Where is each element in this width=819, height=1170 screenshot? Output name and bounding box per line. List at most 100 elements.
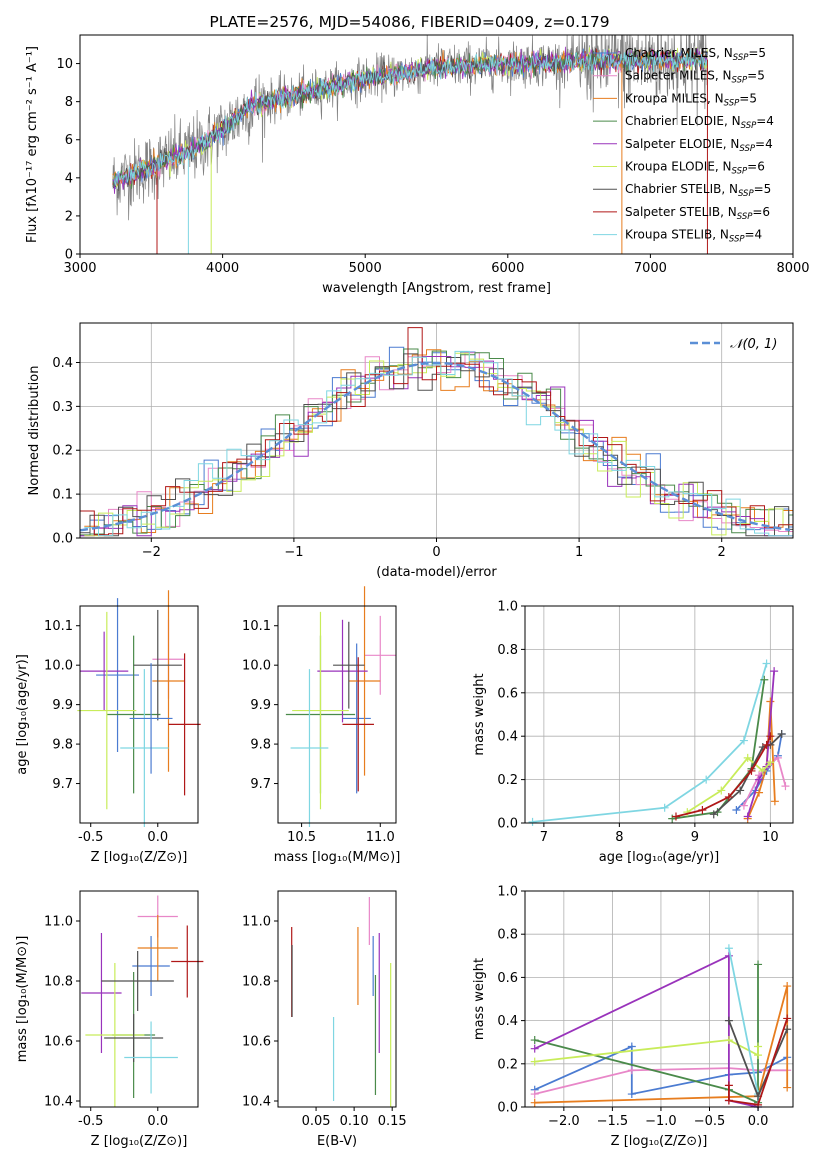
series-line [675, 735, 772, 818]
series-marker [627, 1042, 636, 1051]
x-axis-label: Z [log₁₀(Z/Z⊙)] [91, 850, 188, 865]
series-salpeter_stelib [671, 732, 775, 821]
x-tick-label: 10.5 [287, 830, 316, 845]
series-line [728, 1018, 789, 1106]
normal-curve [79, 361, 791, 532]
axes-spectrum: 3000 4000 5000 6000 7000 8000 0 2 4 6 8 10 wavelengt… [25, 34, 810, 296]
x-axis-label: Z [log₁₀(Z/Z⊙)] [91, 1134, 188, 1149]
series-marker [530, 1036, 539, 1045]
y-axis-label: Flux [fλ10⁻¹⁷ erg cm⁻² s⁻¹ A⁻¹] [25, 46, 40, 243]
x-axis-label: (data-model)/error [376, 565, 497, 580]
y-axis-label: mass [log₁₀(M/M⊙)] [15, 936, 30, 1063]
series-marker [530, 1098, 539, 1107]
series-marker [781, 782, 790, 791]
plot-frame [277, 890, 397, 1108]
series-marker [770, 667, 779, 676]
legend-label: Salpeter STELIB, NSSP=6 [625, 205, 770, 222]
x-tick-label: 8000 [776, 261, 809, 276]
x-tick-label: 9 [691, 830, 699, 845]
axes-age-vs-mass: 10.5 11.0 9.7 9.8 9.9 10.0 10.1 mass [log₁₀(M/M… [242, 586, 400, 865]
legend-label: Chabrier STELIB, NSSP=5 [625, 182, 771, 199]
x-tick-label: 0.05 [302, 1114, 331, 1129]
series-marker [783, 1083, 792, 1092]
series-marker [668, 814, 677, 823]
x-tick-label: 8 [615, 830, 623, 845]
y-tick-label: 10.4 [242, 1095, 271, 1110]
series-marker [724, 1036, 733, 1045]
errorbar-point [290, 669, 329, 827]
errorbar-point [342, 643, 371, 794]
x-axis-label: E(B-V) [317, 1134, 357, 1149]
legend-label: 𝒩(0, 1) [730, 337, 777, 352]
x-tick-label: 11.0 [366, 830, 395, 845]
errorbar-point [124, 1021, 178, 1094]
x-axis-label: wavelength [Angstrom, rest frame] [322, 281, 551, 296]
x-tick-label: -0.5 [78, 830, 103, 845]
spectrum-lines [112, 35, 708, 254]
x-tick-label: 1 [575, 545, 583, 560]
y-tick-label: 1.0 [497, 885, 518, 900]
y-tick-label: 0.4 [497, 1014, 518, 1029]
x-tick-label: 0.0 [147, 830, 168, 845]
y-tick-label: 0.6 [497, 686, 518, 701]
y-tick-label: 9.7 [250, 777, 271, 792]
errorbar-point [364, 615, 396, 695]
x-axis-label: Z [log₁₀(Z/Z⊙)] [611, 1134, 708, 1149]
y-tick-label: 0.4 [52, 356, 73, 371]
series-marker [760, 675, 769, 684]
y-tick-label: 2 [65, 209, 73, 224]
x-axis-label: mass [log₁₀(M/M⊙)] [274, 850, 401, 865]
series-marker [783, 982, 792, 991]
axes-mass-weight-vs-Z: −2.0 −1.5 −1.0 −0.5 0.0 0.0 0.2 0.4 0.6 0.8 1.0 Z [… [472, 885, 794, 1149]
series-marker [724, 1096, 733, 1105]
series-line [672, 679, 766, 820]
plot-frame [79, 890, 199, 1108]
series-marker [530, 1057, 539, 1066]
series-marker [671, 812, 680, 821]
y-tick-label: 0.3 [52, 400, 73, 415]
legend-entry: Chabrier MILES, NSSP=5 [593, 46, 766, 63]
errorbar-point [342, 657, 374, 792]
series-marker [724, 951, 733, 960]
errorbar-point [133, 609, 182, 721]
axes-mass-vs-ebv: 0.05 0.10 0.15 10.4 10.6 10.8 11.0 E(B-V) [242, 890, 407, 1149]
x-tick-label: −2 [142, 545, 161, 560]
y-tick-label: 8 [65, 95, 73, 110]
series-marker [732, 805, 741, 814]
y-tick-label: 10.0 [242, 659, 271, 674]
figure-title: PLATE=2576, MJD=54086, FIBERID=0409, z=0… [209, 13, 610, 31]
legend-entry: Salpeter ELODIE, NSSP=4 [593, 137, 773, 154]
plot-frame [524, 890, 794, 1108]
axes-mass-weight-vs-age: 7 8 9 10 0.0 0.2 0.4 0.6 0.8 1.0 age [log₁₀(age/yr… [472, 600, 794, 865]
series-salpeter_stelib [724, 1014, 792, 1109]
series-marker [743, 812, 752, 821]
series-marker [762, 659, 771, 668]
x-tick-label: −0.5 [694, 1114, 726, 1129]
series-marker [755, 775, 764, 784]
y-tick-label: 0 [65, 248, 73, 263]
x-axis-label: age [log₁₀(age/yr)] [599, 850, 720, 865]
legend-label: Chabrier MILES, NSSP=5 [625, 46, 766, 63]
x-tick-label: 6000 [491, 261, 524, 276]
histogram-chabrier_stelib [80, 353, 793, 537]
x-tick-label: −2.0 [548, 1114, 580, 1129]
legend-label: Salpeter MILES, NSSP=5 [625, 69, 765, 86]
series-marker [724, 792, 733, 801]
x-tick-label: 0.10 [340, 1114, 369, 1129]
series-kroupa_stelib [528, 659, 771, 826]
series-marker [766, 758, 775, 767]
errorbar-point [317, 619, 368, 723]
legend-label: Salpeter ELODIE, NSSP=4 [625, 137, 773, 154]
series-line [534, 1039, 759, 1063]
series-marker [724, 1081, 733, 1090]
x-tick-label: 10 [762, 830, 779, 845]
y-tick-label: 9.7 [52, 777, 73, 792]
errorbar-point [137, 915, 178, 981]
series-salpeter_miles [739, 753, 790, 810]
y-tick-label: 0.8 [497, 643, 518, 658]
x-tick-label: -0.5 [78, 1114, 103, 1129]
legend-entry: Kroupa MILES, NSSP=5 [593, 91, 757, 108]
errorbar-point [171, 925, 204, 998]
errorbar-point [77, 611, 137, 810]
